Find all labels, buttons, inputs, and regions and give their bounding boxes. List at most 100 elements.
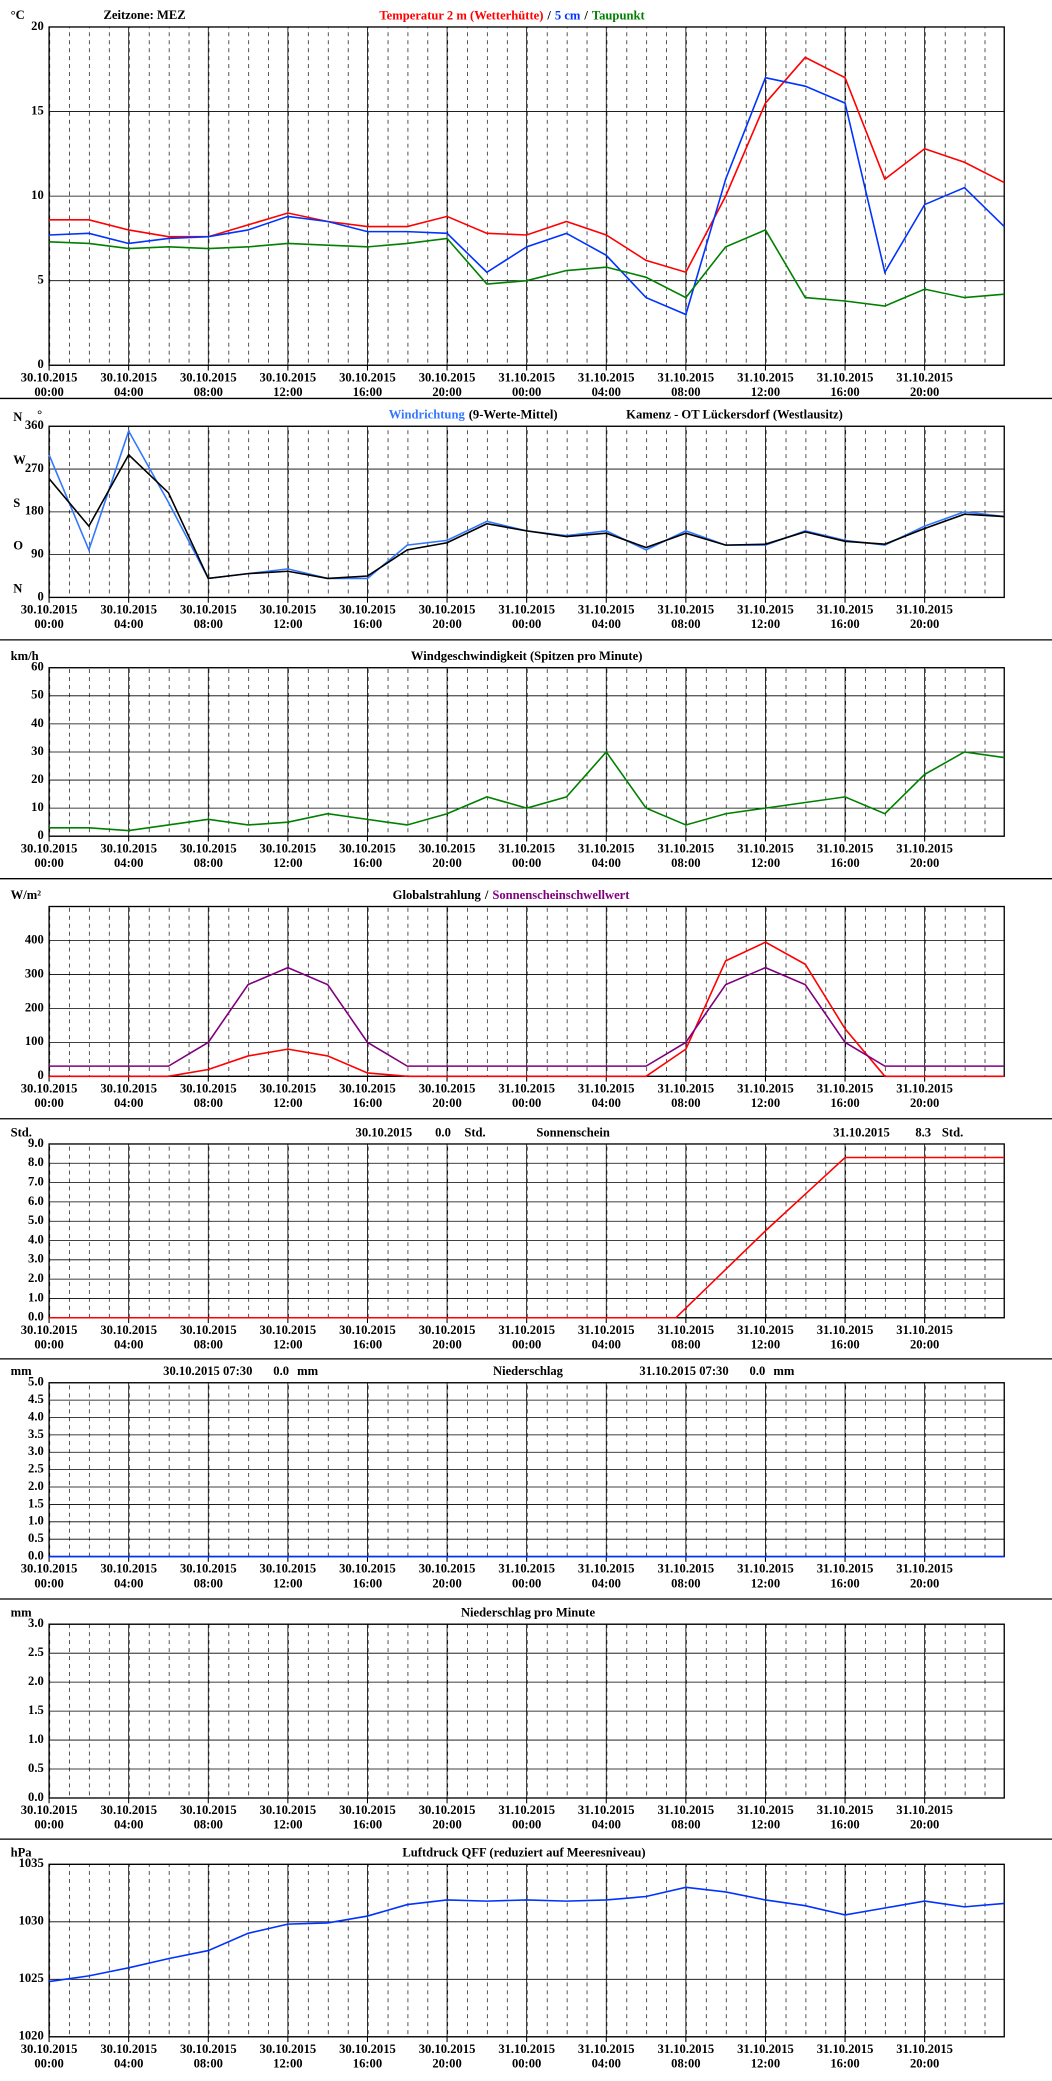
x-tick-label: 04:00 [592,617,621,631]
x-tick-label: 00:00 [34,856,63,870]
x-tick-label: 00:00 [512,617,541,631]
y-tick-label: 180 [25,504,44,518]
direction-label: N [13,410,22,424]
x-date-label: 30.10.2015 [339,1323,396,1337]
x-date-label: 31.10.2015 [817,370,874,384]
axis-unit: mm [11,1605,32,1619]
x-date-label: 30.10.2015 [339,841,396,855]
series-line [49,228,1005,307]
x-date-label: 31.10.2015 [658,2042,715,2056]
x-tick-label: 12:00 [751,1096,780,1110]
x-date-label: 31.10.2015 [896,603,953,617]
x-date-label: 31.10.2015 [817,1323,874,1337]
x-tick-label: 08:00 [194,1818,223,1832]
x-tick-label: 12:00 [273,2057,302,2071]
x-date-label: 31.10.2015 [896,1323,953,1337]
x-tick-label: 20:00 [432,617,461,631]
y-tick-label: 6.0 [28,1194,44,1208]
x-date-label: 31.10.2015 [498,370,555,384]
legend-entry: Windrichtung [389,408,466,422]
legend-entry: (9-Werte-Mittel) [469,408,558,422]
y-tick-label: 3.0 [28,1616,44,1630]
plot-frame [48,1863,1005,2038]
x-tick-label: 16:00 [353,1096,382,1110]
x-tick-label: 08:00 [671,2057,700,2071]
x-date-label: 31.10.2015 [896,370,953,384]
y-tick-label: 3.0 [28,1444,44,1458]
x-date-label: 31.10.2015 [896,2042,953,2056]
x-tick-label: 04:00 [114,1338,143,1352]
x-tick-label: 16:00 [353,856,382,870]
y-tick-label: 0.0 [28,1548,44,1562]
x-date-label: 31.10.2015 [498,2042,555,2056]
annotation-date: 30.10.2015 07:30 [163,1364,252,1378]
x-tick-label: 08:00 [671,1338,700,1352]
annotation-value: 0.0 [750,1364,766,1378]
x-tick-label: 12:00 [273,617,302,631]
y-tick-label: 400 [25,932,44,946]
annotation-unit: mm [297,1364,318,1378]
x-date-label: 31.10.2015 [658,1803,715,1817]
x-tick-label: 12:00 [751,1818,780,1832]
series-line [48,453,1005,580]
x-date-label: 31.10.2015 [498,603,555,617]
x-date-label: 31.10.2015 [737,370,794,384]
x-tick-label: 04:00 [114,1576,143,1590]
timezone: Zeitzone: MEZ [103,8,185,22]
x-tick-label: 08:00 [194,617,223,631]
series-line [48,1886,1005,1983]
x-date-label: 30.10.2015 [180,1323,237,1337]
y-tick-label: 360 [25,418,44,432]
x-date-label: 31.10.2015 [578,1081,635,1095]
x-tick-label: 20:00 [432,1818,461,1832]
x-tick-label: 08:00 [671,1096,700,1110]
x-date-label: 31.10.2015 [737,1562,794,1576]
x-date-label: 30.10.2015 [260,1081,317,1095]
y-tick-label: 300 [25,966,44,980]
x-tick-label: 12:00 [273,1818,302,1832]
y-tick-label: 1025 [19,1971,44,1985]
x-tick-label: 08:00 [671,617,700,631]
annotation-date: 30.10.2015 [356,1125,413,1139]
x-tick-label: 04:00 [592,1576,621,1590]
x-date-label: 31.10.2015 [817,841,874,855]
y-tick-label: 2.5 [28,1462,44,1476]
x-date-label: 31.10.2015 [498,1562,555,1576]
x-date-label: 30.10.2015 [260,2042,317,2056]
x-date-label: 30.10.2015 [260,841,317,855]
x-date-label: 30.10.2015 [339,2042,396,2056]
x-date-label: 30.10.2015 [339,1081,396,1095]
x-tick-label: 00:00 [34,1576,63,1590]
direction-label: W [13,453,26,467]
x-tick-label: 20:00 [910,856,939,870]
x-date-label: 30.10.2015 [21,841,78,855]
x-date-label: 30.10.2015 [21,370,78,384]
legend-entry: Globalstrahlung [393,888,482,902]
y-tick-label: 9.0 [28,1136,44,1150]
x-tick-label: 16:00 [353,385,382,399]
x-tick-label: 00:00 [512,1576,541,1590]
x-tick-label: 08:00 [194,1338,223,1352]
x-date-label: 30.10.2015 [419,2042,476,2056]
x-tick-label: 16:00 [830,2057,859,2071]
x-date-label: 30.10.2015 [419,603,476,617]
x-tick-label: 04:00 [114,617,143,631]
x-date-label: 31.10.2015 [578,841,635,855]
series-line [49,941,1005,1078]
x-date-label: 30.10.2015 [260,370,317,384]
x-tick-label: 08:00 [671,856,700,870]
y-tick-label: 1.5 [28,1703,44,1717]
x-date-label: 30.10.2015 [419,841,476,855]
y-tick-label: 1035 [19,1856,44,1870]
y-tick-label: 3.0 [28,1252,44,1266]
y-tick-label: 1020 [19,2029,44,2043]
y-tick-label: 40 [31,716,44,730]
x-tick-label: 20:00 [432,1576,461,1590]
x-tick-label: 20:00 [432,385,461,399]
y-tick-label: 1.0 [28,1732,44,1746]
y-tick-label: 4.0 [28,1409,44,1423]
x-tick-label: 04:00 [114,2057,143,2071]
x-tick-label: 04:00 [114,1096,143,1110]
y-tick-label: 50 [31,688,44,702]
x-date-label: 30.10.2015 [260,603,317,617]
